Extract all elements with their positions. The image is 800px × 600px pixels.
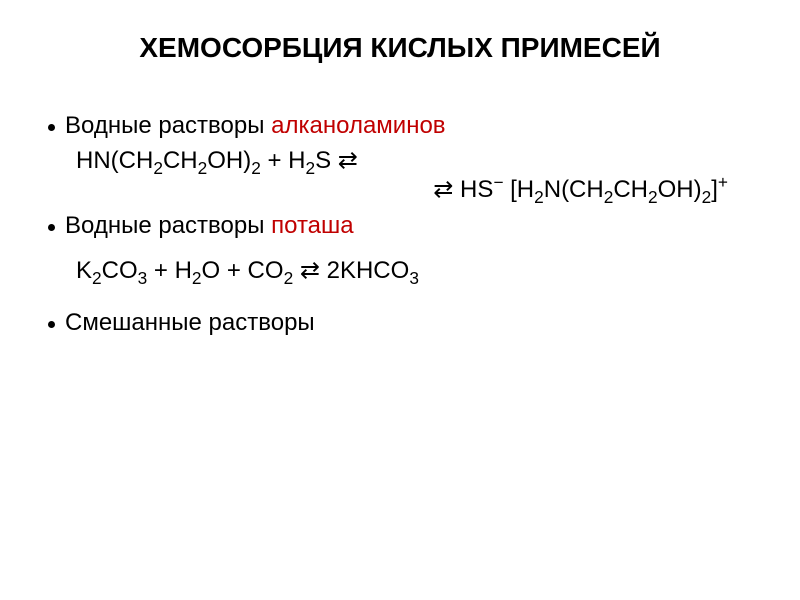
bullet-prefix: Водные растворы [65, 112, 271, 139]
bullet-prefix: Водные растворы [65, 212, 271, 239]
bullet-text: Смешанные растворы [65, 309, 315, 337]
equation: K2CO3 + H2O + CO2 ⇄ 2KHCO3 [76, 256, 752, 285]
bullet-row: Смешанные растворы [48, 309, 752, 337]
slide-title: ХЕМОСОРБЦИЯ КИСЛЫХ ПРИМЕСЕЙ [48, 32, 752, 64]
bullet-dot [48, 224, 55, 231]
bullet-prefix: Смешанные растворы [65, 309, 315, 336]
bullet-text: Водные растворы поташа [65, 212, 354, 240]
bullet-dot [48, 321, 55, 328]
equation: HN(CH2CH2OH)2 + H2S ⇄ [76, 146, 752, 175]
bullet-highlight: алканоламинов [271, 112, 445, 139]
bullet-highlight: поташа [271, 212, 354, 239]
list-item: Водные растворы поташа K2CO3 + H2O + CO2… [48, 212, 752, 285]
bullet-text: Водные растворы алканоламинов [65, 112, 446, 140]
bullet-row: Водные растворы поташа [48, 212, 752, 240]
bullet-row: Водные растворы алканоламинов [48, 112, 752, 140]
list-item: Водные растворы алканоламинов HN(CH2CH2O… [48, 112, 752, 204]
list-item: Смешанные растворы [48, 309, 752, 337]
bullet-list: Водные растворы алканоламинов HN(CH2CH2O… [48, 112, 752, 337]
equation: ⇄ HS− [H2N(CH2CH2OH)2]+ [76, 175, 752, 204]
bullet-dot [48, 124, 55, 131]
